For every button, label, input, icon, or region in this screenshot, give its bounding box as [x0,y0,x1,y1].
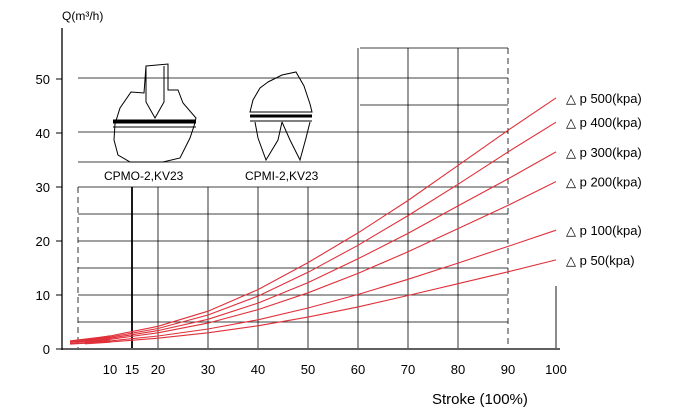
y-tick-label: 50 [36,72,50,87]
y-tick-label: 0 [43,342,50,357]
flow-curve [69,229,557,345]
flow-curve-origin [84,341,111,345]
flow-curve [69,259,557,345]
y-tick-label: 40 [36,126,50,141]
x-tick-label: 10 [103,362,117,377]
vertical-grid [157,48,459,348]
y-tick-label: 10 [36,288,50,303]
legend-label: △ p 100(kpa) [566,223,642,238]
x-tick-label: 90 [501,362,515,377]
legend: △ p 500(kpa) △ p 400(kpa) △ p 300(kpa) △ p … [566,91,642,268]
x-tick-label: 40 [251,362,265,377]
y-axis-label: Q(m³/h) [62,9,103,23]
x-tick-label: 20 [151,362,165,377]
valve-plug-cpmi-diagram [249,71,313,162]
y-tick-label: 30 [36,180,50,195]
flow-curve-origin [84,338,111,343]
flow-curve [69,151,557,343]
x-axis-ticks: 10 15 20 30 40 50 60 70 80 90 100 [103,362,567,377]
x-tick-label: 70 [401,362,415,377]
x-tick-label: 80 [451,362,465,377]
x-tick-label: 30 [201,362,215,377]
valve-plug-cpmo-diagram [113,63,197,163]
flow-curve [69,97,557,342]
y-tick-label: 20 [36,234,50,249]
legend-label: △ p 400(kpa) [566,115,642,130]
legend-label: △ p 300(kpa) [566,145,642,160]
flow-curve [69,121,557,342]
y-axis-ticks: 0 10 20 30 40 50 [36,72,62,357]
x-axis-label: Stroke (100%) [432,391,528,408]
cpmo-label: CPMO-2,KV23 [104,169,184,183]
x-tick-label: 100 [545,362,567,377]
legend-label: △ p 500(kpa) [566,91,642,106]
cpmi-label: CPMI-2,KV23 [245,169,319,183]
x-tick-label: 60 [351,362,365,377]
x-tick-label: 15 [125,362,139,377]
flow-curve [69,181,557,344]
x-tick-label: 50 [301,362,315,377]
horizontal-grid [78,47,508,323]
legend-label: △ p 50(kpa) [566,253,635,268]
flow-curves [69,97,557,345]
legend-label: △ p 200(kpa) [566,175,642,190]
